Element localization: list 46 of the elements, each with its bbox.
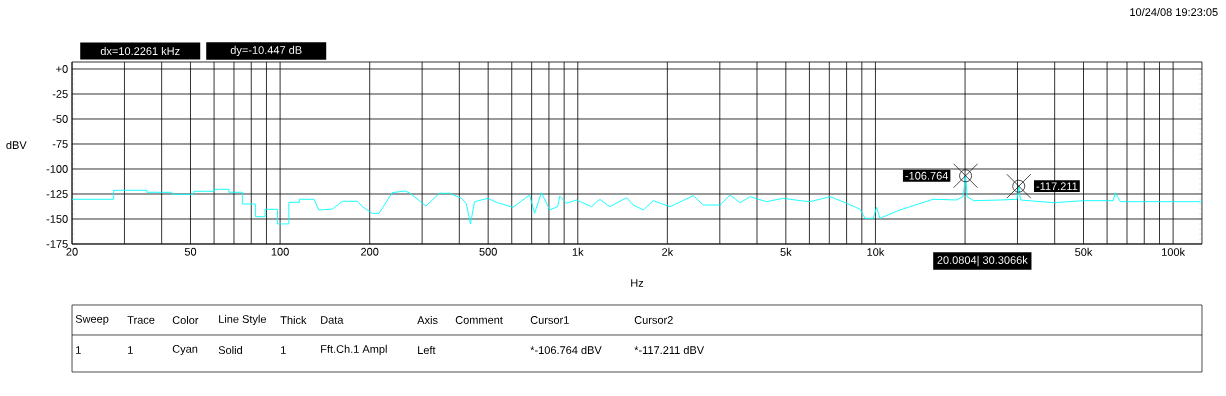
text: Left — [418, 345, 436, 355]
text: Cyan — [172, 345, 198, 355]
text: Trace — [127, 316, 155, 324]
y-tick-label: -175 — [46, 240, 68, 248]
annotation: -106.764 — [905, 171, 949, 180]
text: 10/24/08 19:23:05 — [1130, 7, 1218, 17]
x-tick-label: 2k — [662, 247, 674, 256]
y-tick-label: -125 — [46, 190, 68, 198]
annotation: -117.211 — [1036, 182, 1078, 191]
x-tick-label: 5k — [780, 247, 792, 256]
x-axis-title: Hz — [631, 279, 644, 287]
y-axis-title: dBV — [6, 140, 27, 150]
text: Sweep — [75, 315, 109, 325]
text: Cursor1 — [530, 316, 569, 324]
text: Data — [321, 316, 344, 324]
text: 1 — [281, 346, 286, 354]
text: Cursor2 — [634, 316, 673, 324]
text: Thick — [280, 315, 307, 325]
y-tick-label: -50 — [52, 115, 68, 123]
text: dx=10.2261 kHz — [100, 46, 180, 56]
x-tick-label: 100 — [271, 247, 289, 256]
y-tick-label: -75 — [52, 140, 68, 148]
y-tick-label: +0 — [56, 65, 68, 73]
x-tick-label: 10k — [867, 247, 885, 256]
text: Comment — [455, 316, 503, 324]
x-tick-label: 20 — [66, 247, 78, 256]
y-tick-label: -25 — [52, 90, 68, 98]
text: 20.0804| 30.3066k — [937, 255, 1028, 267]
text: 1 — [128, 346, 133, 354]
x-tick-label: 50 — [184, 247, 197, 256]
text: Solid — [218, 345, 242, 355]
text: Fft.Ch.1 Ampl — [321, 344, 387, 356]
y-tick-label: -150 — [46, 215, 68, 223]
x-tick-label: 50k — [1075, 247, 1093, 256]
text: dy=-10.447 dB — [230, 45, 302, 57]
x-tick-label: 200 — [361, 247, 379, 256]
x-tick-label: 500 — [479, 247, 497, 256]
text: *-117.211 dBV — [634, 345, 705, 355]
text: *-106.764 dBV — [530, 345, 602, 355]
x-tick-label: 100k — [1162, 247, 1186, 256]
text: 1 — [76, 346, 81, 354]
text: Line Style — [219, 314, 267, 326]
text: Color — [172, 315, 199, 325]
x-tick-label: 1k — [572, 247, 584, 256]
y-tick-label: -100 — [46, 165, 68, 173]
text: Axis — [417, 315, 438, 325]
